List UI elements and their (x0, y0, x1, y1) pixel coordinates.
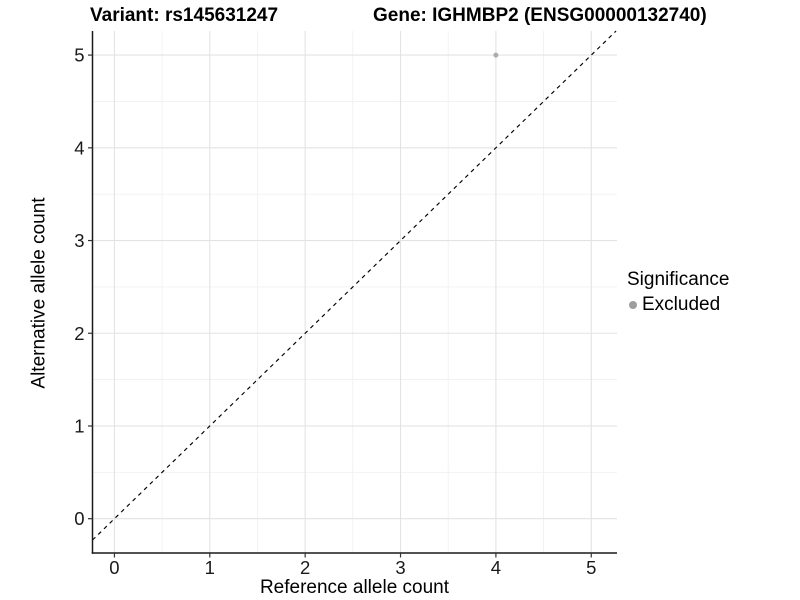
x-tick-label: 1 (205, 557, 215, 578)
y-tick-label: 5 (74, 45, 84, 66)
x-tick-label: 2 (300, 557, 310, 578)
y-tick-label: 4 (74, 137, 84, 158)
x-tick-label: 5 (586, 557, 596, 578)
x-tick-label: 4 (491, 557, 501, 578)
legend: Significance Excluded (627, 269, 729, 316)
identity-line (92, 30, 617, 541)
y-tick-label: 1 (74, 415, 84, 436)
y-tick-label: 2 (74, 323, 84, 344)
x-tick-label: 3 (395, 557, 405, 578)
legend-title: Significance (627, 269, 730, 290)
x-axis-title: Reference allele count (259, 577, 450, 598)
excluded-point-icon (629, 300, 637, 309)
data-point (493, 52, 499, 58)
y-axis-title: Alternative allele count (28, 197, 50, 389)
legend-item-label: Excluded (642, 293, 721, 315)
legend-item-excluded: Excluded (627, 294, 729, 316)
x-tick-label: 0 (109, 557, 119, 578)
y-tick-label: 0 (74, 508, 84, 529)
plot-title-variant: Variant: rs145631247 (90, 5, 279, 26)
plot-title-gene: Gene: IGHMBP2 (ENSG00000132740) (373, 5, 707, 26)
y-tick-label: 3 (74, 230, 84, 251)
